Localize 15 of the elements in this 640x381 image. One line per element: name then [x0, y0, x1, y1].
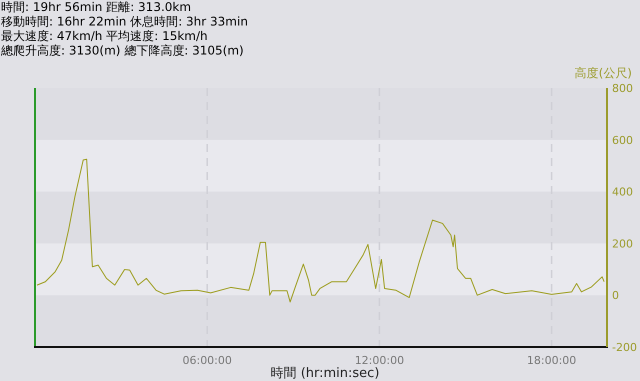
y-axis-title: 高度(公尺) — [574, 66, 632, 80]
x-axis-title: 時間 (hr:min:sec) — [270, 366, 380, 381]
x-tick-label: 12:00:00 — [354, 354, 404, 367]
text: 時間: 19hr 56min 距離: 313.0km — [1, 0, 192, 14]
y-tick-label: -200 — [612, 341, 637, 354]
y-tick-label: 200 — [612, 237, 633, 250]
y-tick-label: 400 — [612, 186, 633, 199]
y-tick-label: 800 — [612, 82, 633, 95]
x-tick-label: 18:00:00 — [526, 354, 576, 367]
text: 總爬升高度: 3130(m) 總下降高度: 3105(m) — [0, 44, 244, 58]
x-tick-label: 06:00:00 — [182, 354, 232, 367]
y-tick-label: 600 — [612, 134, 633, 147]
y-tick-label: 0 — [612, 289, 619, 302]
text: 移動時間: 16hr 22min 休息時間: 3hr 33min — [1, 14, 248, 28]
text: 最大速度: 47km/h 平均速度: 15km/h — [1, 29, 208, 43]
